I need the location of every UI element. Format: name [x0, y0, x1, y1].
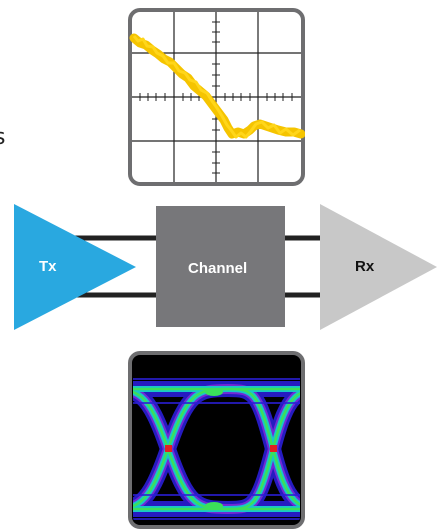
clipped-left-letter: s: [0, 126, 5, 150]
scope-ticks: [139, 21, 293, 174]
step-response-svg: [128, 8, 305, 186]
eye-hotspot-bottom: [205, 502, 223, 510]
transmitter-triangle: [14, 204, 136, 330]
channel-box: [156, 206, 285, 327]
step-response-scope: [128, 8, 305, 186]
transmitter-label: Tx: [39, 258, 57, 275]
eye-traces: [133, 378, 300, 520]
clipped-left-text: s: [0, 126, 10, 150]
channel-label: Channel: [188, 260, 248, 277]
eye-hotspot-top: [205, 388, 223, 396]
eye-diagram-scope: [128, 351, 305, 529]
eye-crossing-right: [270, 445, 277, 452]
eye-diagram-svg: [128, 351, 305, 529]
receiver-triangle: [320, 204, 437, 330]
receiver-label: Rx: [355, 258, 375, 275]
signal-chain: Tx Channel Rx: [0, 195, 437, 340]
step-response-noise: [132, 35, 301, 139]
eye-crossing-left: [165, 445, 172, 452]
signal-chain-svg: [14, 204, 437, 330]
